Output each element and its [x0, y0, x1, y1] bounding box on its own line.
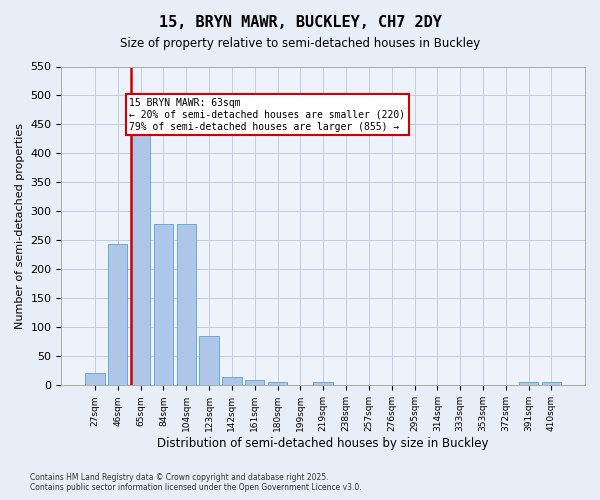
Bar — [313, 382, 333, 386]
Bar — [222, 377, 242, 386]
Bar — [245, 380, 265, 386]
Text: Contains HM Land Registry data © Crown copyright and database right 2025.
Contai: Contains HM Land Registry data © Crown c… — [30, 473, 362, 492]
Bar — [176, 224, 196, 386]
Y-axis label: Number of semi-detached properties: Number of semi-detached properties — [15, 123, 25, 329]
Bar — [131, 133, 150, 386]
X-axis label: Distribution of semi-detached houses by size in Buckley: Distribution of semi-detached houses by … — [157, 437, 489, 450]
Bar — [199, 336, 219, 386]
Bar — [519, 382, 538, 386]
Bar — [542, 382, 561, 386]
Text: Size of property relative to semi-detached houses in Buckley: Size of property relative to semi-detach… — [120, 38, 480, 51]
Bar — [85, 372, 104, 386]
Bar — [154, 224, 173, 386]
Bar — [108, 244, 127, 386]
Text: 15 BRYN MAWR: 63sqm
← 20% of semi-detached houses are smaller (220)
79% of semi-: 15 BRYN MAWR: 63sqm ← 20% of semi-detach… — [130, 98, 406, 132]
Bar — [268, 382, 287, 386]
Text: 15, BRYN MAWR, BUCKLEY, CH7 2DY: 15, BRYN MAWR, BUCKLEY, CH7 2DY — [158, 15, 442, 30]
